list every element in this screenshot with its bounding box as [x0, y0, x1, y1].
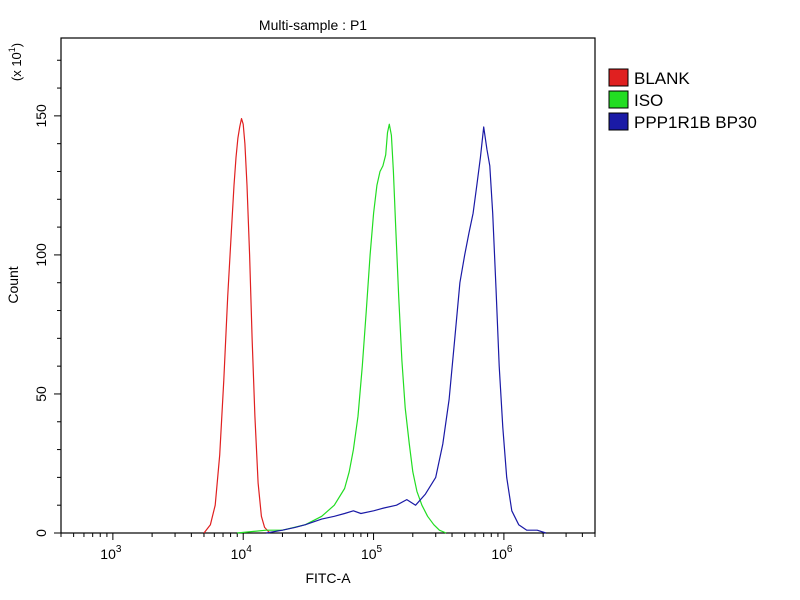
series-line-ppp1r1b-bp30	[266, 126, 547, 534]
y-tick-label: 150	[33, 104, 49, 128]
svg-text:(x 101): (x 101)	[7, 43, 24, 81]
y-tick-label: 50	[33, 386, 49, 402]
chart-title: Multi-sample : P1	[259, 17, 367, 33]
x-tick-label: 104	[231, 544, 253, 562]
legend-swatch	[608, 112, 629, 131]
y-axis-multiplier: (x 101)	[7, 43, 24, 81]
series-line-iso	[237, 123, 447, 534]
y-tick-label: 100	[33, 243, 49, 267]
x-tick-label: 106	[491, 544, 513, 562]
legend-swatch	[608, 90, 629, 109]
legend-swatch	[608, 68, 629, 87]
x-axis-label: FITC-A	[305, 570, 351, 586]
x-axis: 103 104 105 106	[60, 533, 596, 562]
y-tick-label: 0	[33, 529, 49, 537]
y-axis-label: Count	[5, 266, 21, 303]
x-tick-label: 105	[361, 544, 383, 562]
y-axis: 0 50 100 150	[33, 59, 61, 537]
series-line-blank	[203, 118, 271, 534]
legend: BLANK ISO PPP1R1B BP30	[608, 68, 757, 132]
legend-label: BLANK	[634, 69, 690, 88]
legend-label: ISO	[634, 91, 663, 110]
plot-frame	[60, 37, 596, 534]
series-layer	[203, 118, 547, 534]
legend-label: PPP1R1B BP30	[634, 113, 757, 132]
x-tick-label: 103	[100, 544, 122, 562]
